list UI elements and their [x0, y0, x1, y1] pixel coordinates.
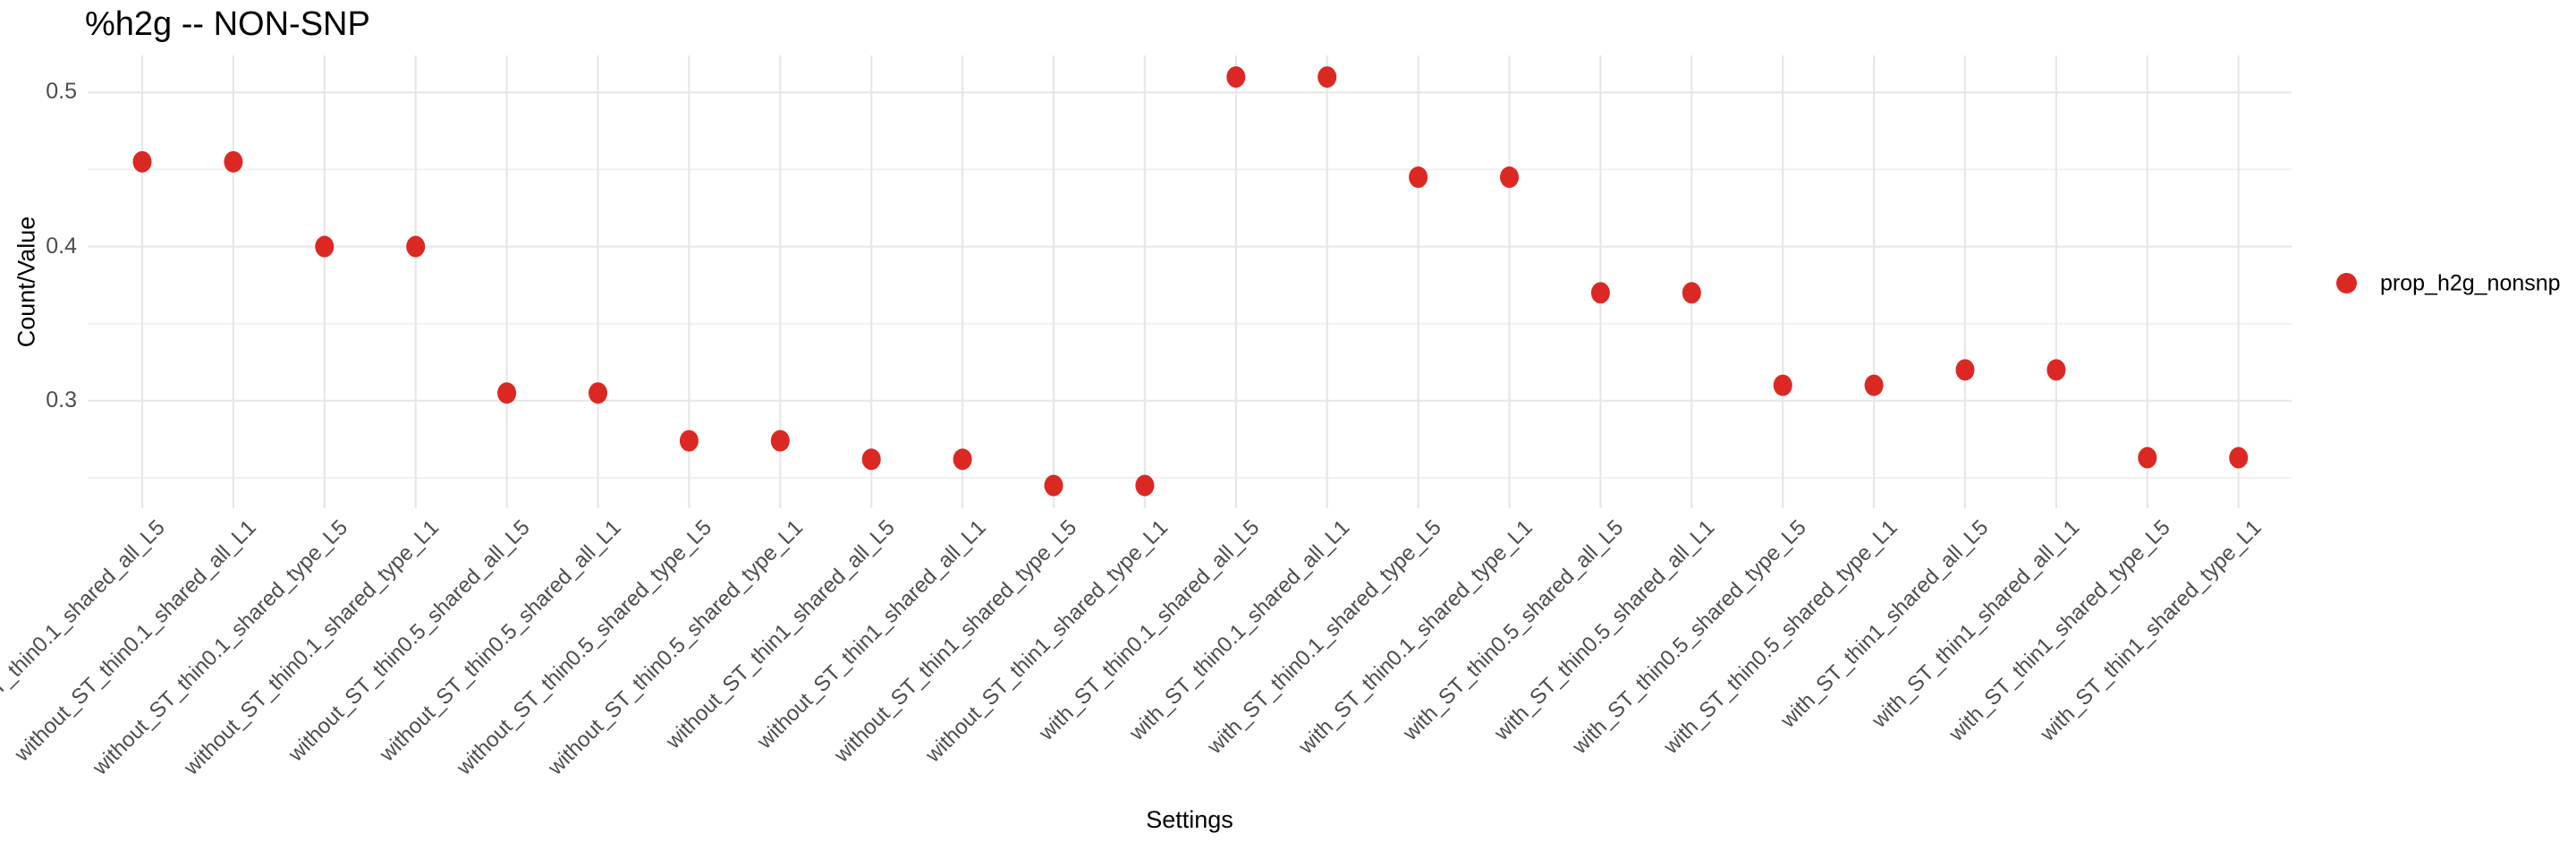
- data-point: [1226, 66, 1246, 89]
- chart-title: %h2g -- NON-SNP: [85, 5, 370, 43]
- data-point: [1590, 282, 1610, 304]
- data-point: [1773, 374, 1792, 396]
- data-point: [1682, 282, 1701, 304]
- data-point: [2229, 447, 2249, 469]
- y-tick-label: 0.3: [46, 387, 77, 412]
- data-point: [953, 448, 972, 471]
- data-point: [679, 430, 699, 452]
- x-axis-title: Settings: [1146, 806, 1233, 833]
- grid-minor: [88, 168, 2292, 479]
- data-point: [2138, 447, 2157, 469]
- data-point: [1044, 474, 1063, 497]
- data-point: [1409, 166, 1428, 189]
- y-tick-label: 0.4: [46, 233, 77, 259]
- data-point: [132, 150, 152, 173]
- data-point: [315, 235, 335, 258]
- grid-major: [88, 55, 2292, 508]
- data-points: [132, 66, 2249, 497]
- data-point: [2046, 359, 2066, 381]
- data-point: [770, 430, 790, 452]
- data-point: [1135, 474, 1155, 497]
- data-point: [1500, 166, 1519, 189]
- y-tick-label: 0.5: [46, 79, 77, 105]
- data-point: [1318, 66, 1337, 89]
- data-point: [861, 448, 881, 471]
- data-point: [1864, 374, 1884, 396]
- data-point: [406, 235, 426, 258]
- data-point: [224, 150, 243, 173]
- data-point: [1955, 359, 1975, 381]
- data-point: [589, 382, 607, 404]
- data-point: [497, 382, 517, 404]
